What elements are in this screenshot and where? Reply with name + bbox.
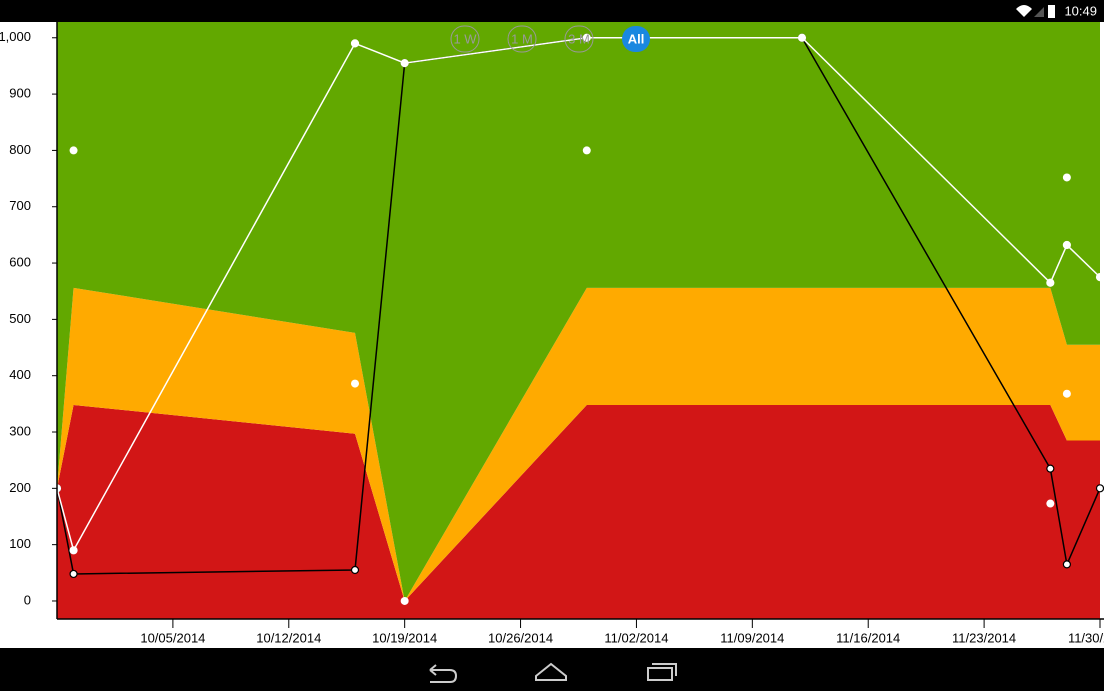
range-button-bg [622,26,650,52]
home-button[interactable] [535,662,567,681]
y-tick-label: 300 [9,423,31,438]
scatter-point [582,146,591,155]
scatter-point [69,146,78,155]
scatter-point [1062,173,1071,182]
nav-bar [0,648,1104,691]
y-tick-label: 200 [9,480,31,495]
x-tick-label: 11/30/2014 [1068,630,1104,645]
area [57,287,1100,601]
overlay: 0 100 200 300 400 500 600 700 800 900 1,000 10/05/2… [0,22,1104,645]
clock: 10:49 [1064,3,1097,18]
line-marker [1095,273,1104,282]
y-tick-label: 800 [9,142,31,157]
range-button-bg [507,25,537,53]
line-marker [797,33,807,42]
y-tick-label: 500 [9,311,31,326]
recents-button[interactable] [647,663,677,681]
x-tick-label: 10/19/2014 [372,630,437,645]
line-marker [69,546,78,555]
x-tick-label: 11/09/2014 [720,630,784,645]
line-marker [1046,464,1055,473]
y-tick-label: 900 [9,86,31,101]
x-tick-label: 10/26/2014 [488,630,553,645]
range-button[interactable]: 1 W [450,25,480,53]
line-marker [350,565,360,575]
range-button-bg [564,25,594,53]
plot-area [57,22,1104,619]
y-tick-label: 100 [9,536,31,551]
line-marker [1062,560,1071,569]
area [57,404,1100,619]
scatter-point [351,379,359,388]
x-tick-label: 11/23/2014 [952,630,1016,645]
line-marker [400,59,409,68]
y-tick-label: 0 [24,592,31,607]
x-tick-label: 10/12/2014 [256,630,321,645]
back-button[interactable] [429,664,458,683]
range-button-label: All [628,31,645,46]
range-button[interactable]: 3 M [564,25,594,53]
range-button-label: 1 M [511,31,533,46]
x-tick-label: 11/16/2014 [836,630,900,645]
y-tick-label: 400 [9,367,31,382]
line-marker [1095,484,1104,493]
range-button-label: 3 M [568,31,590,46]
battery-icon [1048,5,1055,18]
x-tick-label: 11/02/2014 [604,630,668,645]
scatter-point [1062,389,1071,398]
line-marker [69,569,78,579]
x-tick-label: 10/05/2014 [140,630,205,645]
range-button[interactable]: 1 M [507,25,537,53]
range-button-label: 1 W [453,31,477,46]
scatter-point [400,596,409,605]
line-marker [1046,278,1055,287]
wifi-icon [1016,5,1032,17]
line-marker [57,484,62,493]
line-marker [582,33,591,42]
signal-icon [1034,7,1044,17]
y-tick-label: 600 [9,254,31,269]
range-button-bg [450,25,480,53]
area [57,22,1100,601]
y-tick-label: 700 [9,198,31,213]
line-marker [1062,240,1071,250]
status-bar [0,0,1104,22]
line-marker [350,39,360,48]
range-button[interactable]: All [622,26,650,52]
scatter-point [1046,499,1055,508]
y-tick-label: 1,000 [0,29,31,44]
